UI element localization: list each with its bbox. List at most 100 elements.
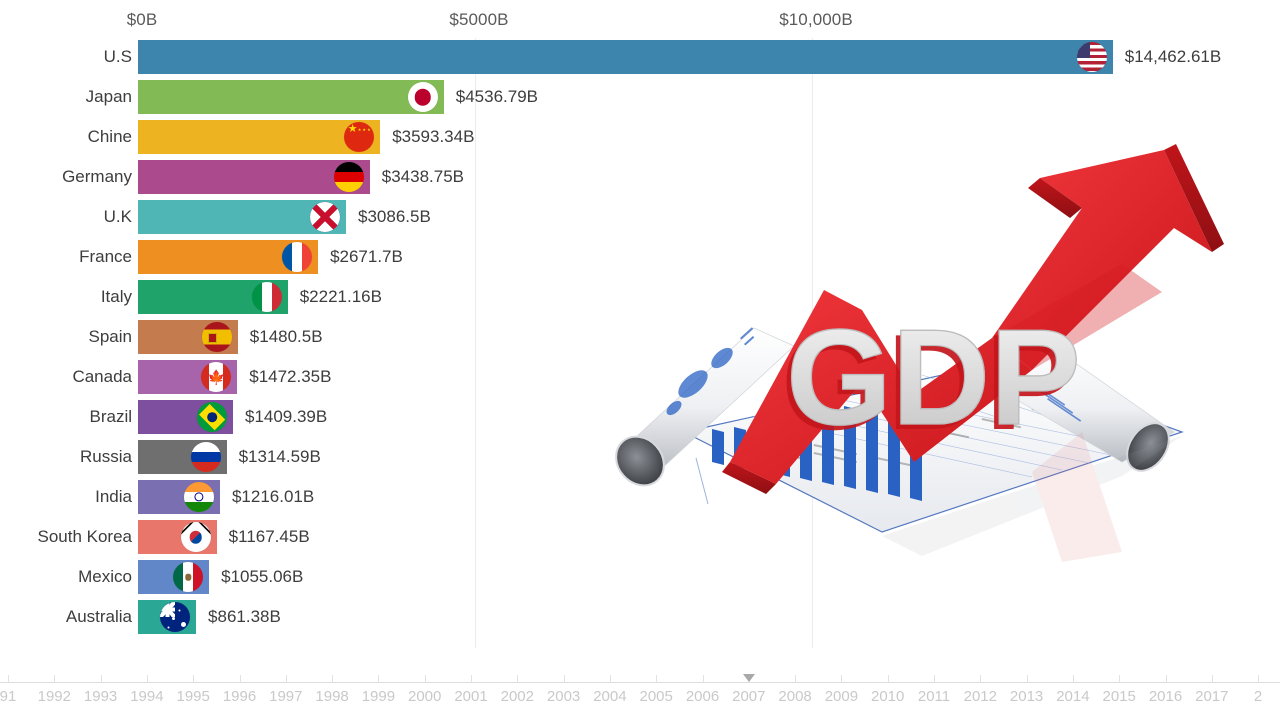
country-label: U.K (103, 207, 132, 226)
timeline-year-label[interactable]: 1997 (269, 688, 303, 705)
timeline-year-label[interactable]: 2014 (1056, 688, 1090, 705)
bar-row: Germany $3438.75B (0, 160, 1280, 194)
flag-us-icon (1076, 42, 1107, 72)
timeline-tick (1026, 675, 1028, 682)
bar-value-label: $1409.39B (244, 407, 328, 426)
country-label: South Korea (37, 527, 132, 546)
flag-au-icon (160, 602, 191, 632)
timeline-year-label[interactable]: 2007 (732, 688, 766, 705)
rolled-document-left (615, 327, 795, 487)
country-label: Mexico (78, 567, 132, 586)
timeline-year-label[interactable]: 1998 (315, 688, 349, 705)
bar-row: U.K $3086.5B (0, 200, 1280, 234)
timeline-year-label[interactable]: 2011 (917, 688, 951, 705)
flag-it-icon (251, 282, 282, 312)
flag-graphic (190, 442, 221, 472)
timeline-year-label[interactable]: 2002 (500, 688, 534, 705)
timeline-year-label[interactable]: 2003 (546, 688, 581, 705)
timeline-year-label[interactable]: 2006 (685, 688, 720, 705)
country-label: France (79, 247, 132, 266)
timeline-playhead-marker[interactable] (742, 674, 755, 682)
timeline-year-label[interactable]: 2015 (1102, 688, 1136, 705)
timeline-year-label[interactable]: 2009 (824, 688, 859, 705)
timeline-tick (193, 675, 195, 682)
bar-value-label: $4536.79B (455, 87, 539, 106)
timeline-year-label[interactable]: 2004 (593, 688, 627, 705)
timeline-tick (54, 675, 56, 682)
flag-graphic (344, 122, 375, 152)
timeline-tick (1119, 675, 1121, 682)
bar-row: Chine $3593.34B (0, 120, 1280, 154)
timeline-tick (563, 675, 565, 682)
timeline-tick (239, 675, 241, 682)
flag-graphic (180, 522, 211, 552)
timeline-year-label[interactable]: 1993 (83, 688, 118, 705)
flag-graphic (251, 282, 282, 312)
flag-graphic (201, 322, 232, 352)
timeline-tick (471, 675, 472, 682)
bar[interactable] (138, 40, 1113, 74)
timeline-year-label[interactable]: 2001 (454, 688, 488, 705)
svg-text:GDP: GDP (786, 301, 1081, 453)
bar[interactable] (138, 80, 444, 114)
flag-cn-icon (344, 122, 375, 152)
country-label: Germany (62, 167, 132, 186)
bar-value-label: $1167.45B (228, 527, 310, 546)
flag-graphic (173, 562, 204, 592)
bar-row: France $2671.7B (0, 240, 1280, 274)
country-label: Canada (72, 367, 132, 386)
bar[interactable] (138, 120, 381, 154)
flag-es-icon (201, 322, 232, 352)
gridline (475, 38, 476, 648)
timeline-year-label[interactable]: 2010 (871, 688, 905, 705)
timeline-year-label[interactable]: 2017 (1195, 688, 1229, 705)
flag-graphic (333, 162, 364, 192)
timeline-year-label[interactable]: 2005 (639, 688, 673, 705)
flag-graphic (196, 402, 227, 432)
timeline-tick (934, 675, 935, 682)
axis-tick-label: $0B (126, 10, 158, 29)
timeline-tick (841, 675, 843, 682)
bar-value-label: $2671.7B (330, 247, 403, 266)
flag-gb-icon (310, 202, 341, 232)
growth-arrow (722, 144, 1224, 494)
axis-tick-label: $5000B (449, 10, 509, 29)
country-label: U.S (103, 47, 132, 66)
flag-ca-icon (201, 362, 232, 392)
timeline-tick (702, 675, 704, 682)
bar[interactable] (138, 160, 370, 194)
bar-row: India $1216.01B (0, 480, 1280, 514)
svg-text:GDP: GDP (786, 301, 1081, 453)
flag-graphic (183, 482, 214, 512)
timeline-year-label[interactable]: 2013 (1009, 688, 1044, 705)
timeline-year-label[interactable]: 1994 (130, 688, 164, 705)
timeline-tick (795, 675, 797, 682)
svg-text:GDP: GDP (781, 306, 1076, 458)
country-label: Russia (80, 447, 132, 466)
bar-rows: U.S $14,462.61B Japan $4536.79B Chine $3593.3… (0, 0, 1280, 648)
bar-row: Australia $861.38B (0, 600, 1280, 634)
country-label: Chine (87, 127, 132, 146)
gdp-illustration: GDP GDP GDP (562, 132, 1234, 584)
timeline-year-label[interactable]: 2 (1253, 688, 1263, 705)
timeline-axis (0, 682, 1280, 683)
gdp-letters: GDP GDP GDP (781, 300, 1081, 458)
bar-value-label: $861.38B (208, 607, 281, 626)
timeline-year-label[interactable]: 1996 (222, 688, 257, 705)
timeline-year-label[interactable]: 91 (0, 688, 17, 705)
timeline-tick (8, 675, 9, 682)
flag-in-icon (183, 482, 214, 512)
timeline-year-label[interactable]: 2000 (408, 688, 442, 705)
timeline-year-label[interactable]: 1999 (361, 688, 396, 705)
timeline-year-label[interactable]: 2016 (1148, 688, 1183, 705)
timeline-tick (1211, 675, 1213, 682)
year-timeline[interactable]: 91 1992 1993 1994 1995 1996 1997 1998 1999 2000 20… (0, 672, 1280, 720)
timeline-year-label[interactable]: 1992 (37, 688, 71, 705)
bar-value-label: $3438.75B (381, 167, 465, 186)
bar-row: Mexico $1055.06B (0, 560, 1280, 594)
flag-graphic (310, 202, 341, 232)
timeline-year-label[interactable]: 2008 (778, 688, 812, 705)
bar-value-label: $1472.35B (249, 367, 332, 386)
timeline-year-label[interactable]: 1995 (176, 688, 210, 705)
timeline-year-label[interactable]: 2012 (963, 688, 997, 705)
